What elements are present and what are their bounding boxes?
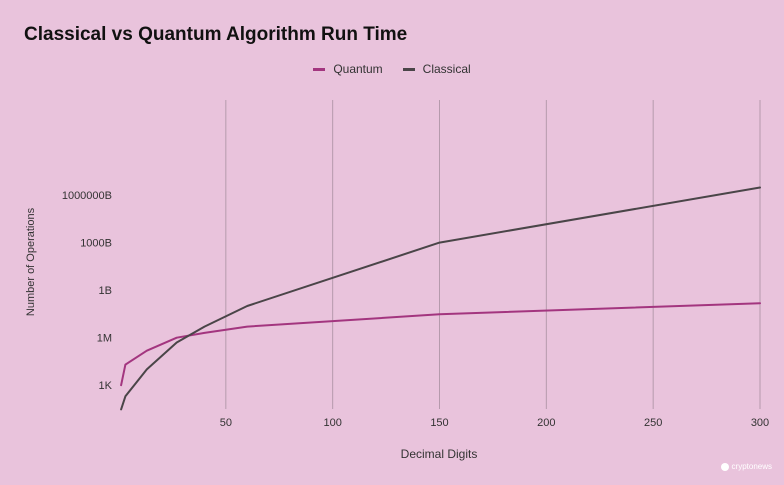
x-tick-label: 100	[323, 417, 341, 429]
watermark-text: cryptonews	[731, 462, 772, 471]
y-tick-label: 1000B	[80, 238, 112, 250]
chart-title: Classical vs Quantum Algorithm Run Time	[24, 24, 408, 45]
watermark-logo: cryptonews	[720, 462, 772, 471]
legend-item-quantum[interactable]: Quantum	[313, 62, 383, 76]
legend: Quantum Classical	[0, 62, 784, 76]
legend-swatch-classical	[402, 67, 415, 71]
x-tick-label: 300	[751, 417, 769, 429]
series-line-classical	[120, 186, 761, 411]
series-line-quantum	[120, 302, 761, 387]
x-axis-title: Decimal Digits	[400, 447, 478, 461]
y-tick-label: 1M	[97, 333, 112, 345]
legend-item-classical[interactable]: Classical	[402, 62, 471, 76]
x-tick-label: 150	[430, 417, 448, 429]
y-axis-title: Number of Operations	[25, 207, 37, 317]
watermark-icon	[720, 462, 729, 471]
x-tick-label: 200	[537, 417, 555, 429]
y-tick-label: 1K	[99, 380, 113, 392]
y-tick-label: 1B	[99, 285, 112, 297]
y-tick-label: 1000000B	[62, 190, 112, 202]
x-tick-label: 50	[220, 417, 232, 429]
x-tick-label: 250	[644, 417, 662, 429]
legend-label-classical: Classical	[422, 62, 471, 76]
legend-label-quantum: Quantum	[333, 62, 383, 76]
legend-swatch-quantum	[313, 67, 326, 71]
